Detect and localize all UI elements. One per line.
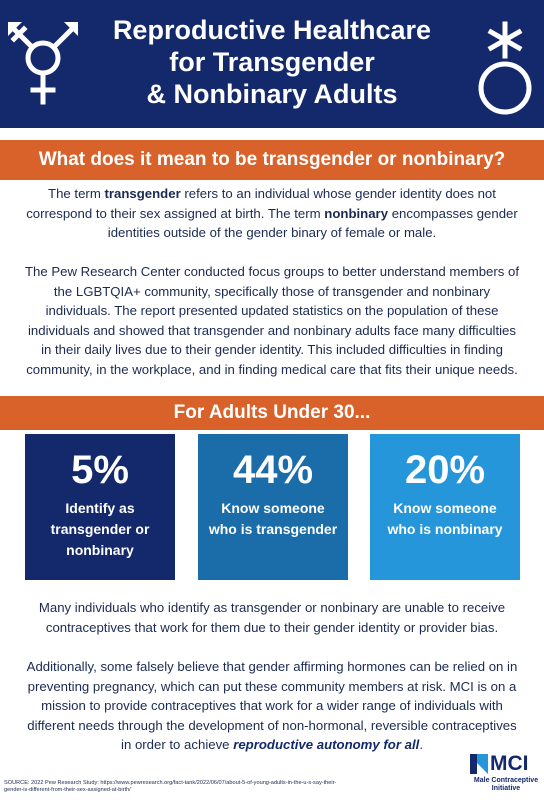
stat-label: Know someone who is transgender xyxy=(208,500,338,537)
contraceptive-access-paragraph: Many individuals who identify as transge… xyxy=(38,600,506,635)
page-title: Reproductive Healthcare for Transgender … xyxy=(80,14,464,110)
p1-text-a: The term xyxy=(48,186,105,201)
stat-label: Identify as transgender or nonbinary xyxy=(50,500,150,558)
section-heading-stats: For Adults Under 30... xyxy=(0,396,544,430)
term-transgender: transgender xyxy=(104,186,181,201)
title-line-2: for Transgender xyxy=(169,47,375,77)
transgender-symbol-icon xyxy=(8,22,78,105)
logo-abbreviation: MCI xyxy=(490,752,529,775)
logo-name-line-1: Male Contraceptive xyxy=(473,777,539,784)
logo-name-line-2: Initiative xyxy=(491,785,521,792)
p4-end: . xyxy=(419,737,423,752)
mission-paragraph: Additionally, some falsely believe that … xyxy=(24,657,520,755)
p1-text-c: encompasses gender identities outside of… xyxy=(107,205,518,241)
title-line-3: & Nonbinary Adults xyxy=(146,79,398,109)
stat-card-know-nonbinary: 20% Know someone who is nonbinary xyxy=(370,434,520,580)
stat-value: 44% xyxy=(232,448,314,492)
stat-value: 5% xyxy=(71,448,129,492)
source-citation: SOURCE: 2022 Pew Research Study: https:/… xyxy=(4,780,337,793)
p4-text: Additionally, some falsely believe that … xyxy=(26,659,518,752)
term-nonbinary: nonbinary xyxy=(324,205,389,221)
stat-card-identify: 5% Identify as transgender or nonbinary xyxy=(25,434,175,580)
reproductive-autonomy-emphasis: reproductive autonomy for all xyxy=(233,737,420,752)
logo-name: Male Contraceptive Initiative xyxy=(470,777,542,793)
stat-value: 20% xyxy=(404,448,486,492)
header-banner: Reproductive Healthcare for Transgender … xyxy=(0,0,544,128)
p1-text-b: refers to an individual whose gender ide… xyxy=(26,186,496,221)
stat-label: Know someone who is nonbinary xyxy=(387,500,503,537)
title-line-1: Reproductive Healthcare xyxy=(112,15,432,45)
definition-paragraph: The term transgender refers to an indivi… xyxy=(24,184,520,243)
mci-logo-mark-icon xyxy=(470,754,488,774)
stat-card-know-transgender: 44% Know someone who is transgender xyxy=(198,434,348,580)
mci-logo: MCI Male Contraceptive Initiative xyxy=(470,752,542,796)
section-heading-definition: What does it mean to be transgender or n… xyxy=(0,140,544,180)
asterisk-circle-symbol-icon xyxy=(478,21,532,115)
pew-research-paragraph: The Pew Research Center conducted focus … xyxy=(24,264,520,377)
